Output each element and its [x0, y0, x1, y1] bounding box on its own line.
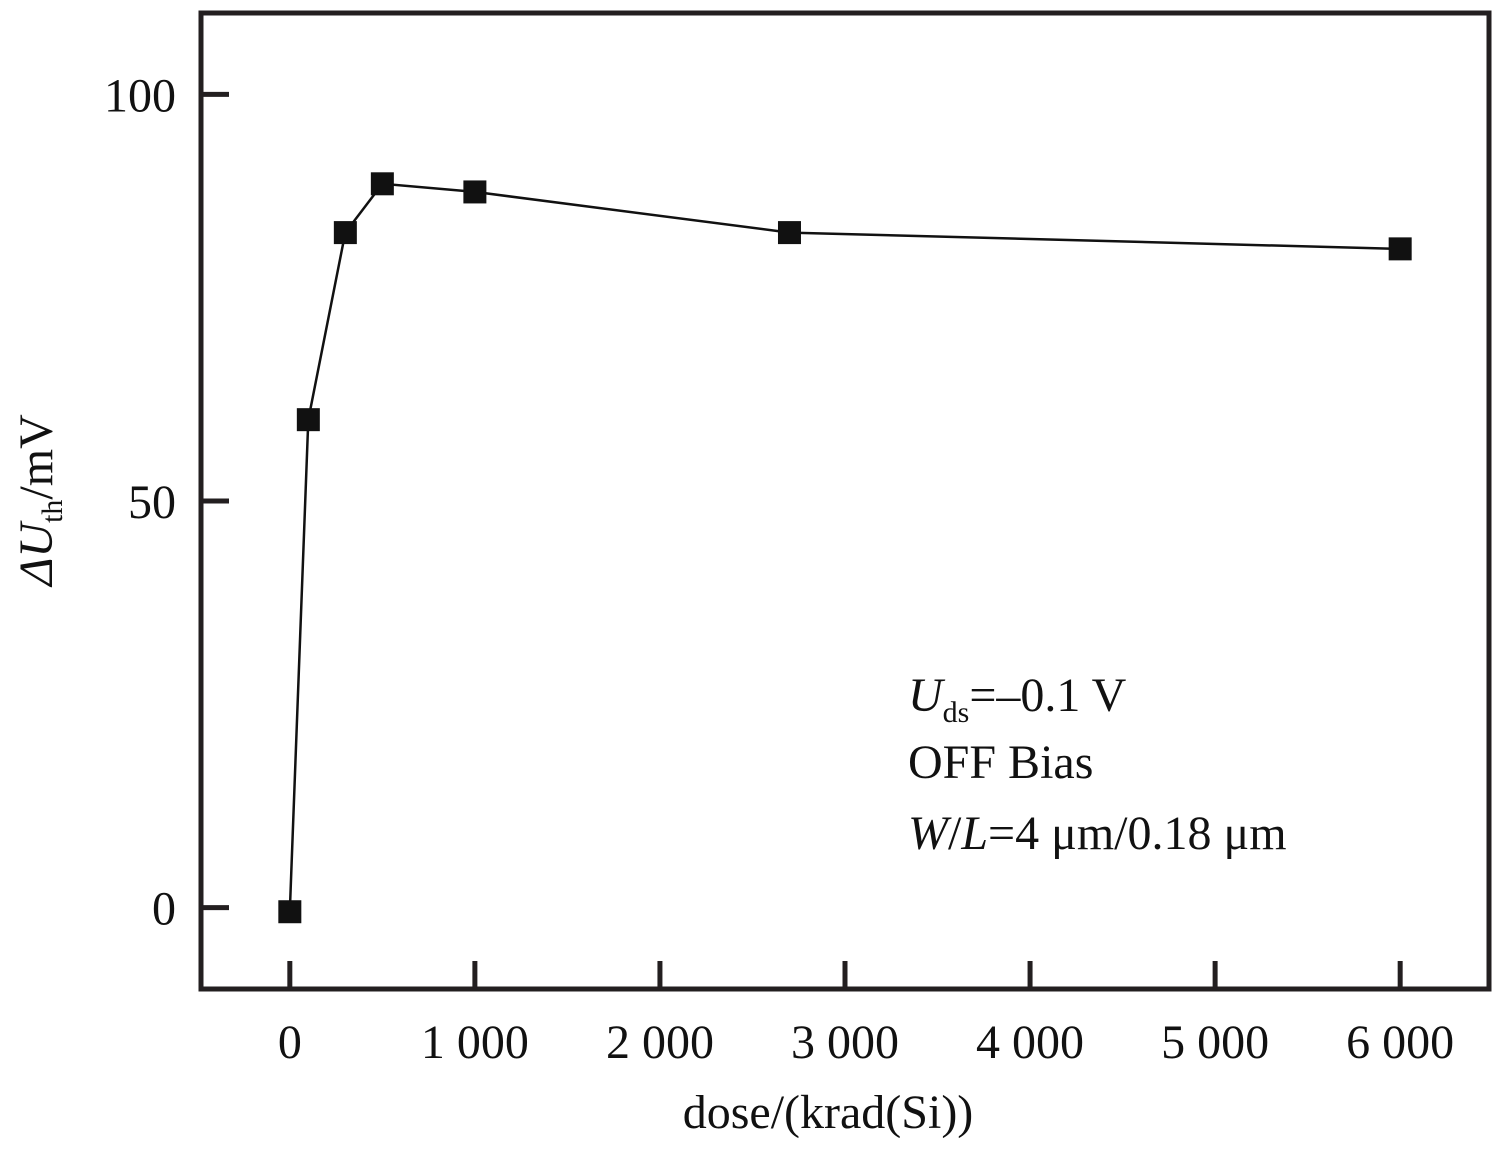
data-point — [296, 408, 320, 432]
annotation-uds-subscript: ds — [943, 696, 970, 729]
plot-frame — [198, 10, 1492, 992]
data-point — [777, 221, 801, 245]
y-tick-label: 0 — [152, 883, 176, 936]
x-tick-label: 5 000 — [1161, 1016, 1269, 1069]
annotation-line-1: Uds=–0.1 V — [908, 669, 1127, 729]
annotation-slash: / — [948, 807, 962, 860]
annotation-line-3: W/L=4 μm/0.18 μm — [908, 807, 1287, 860]
series-group — [278, 172, 1412, 924]
x-tick-label: 6 000 — [1346, 1016, 1454, 1069]
annotation-l-symbol: L — [960, 807, 988, 860]
series-line — [288, 182, 1401, 912]
data-point — [463, 180, 487, 204]
data-point — [333, 221, 357, 245]
data-point — [1388, 237, 1412, 261]
y-tick-label: 50 — [128, 476, 176, 529]
annotation-w-symbol: W — [908, 807, 952, 860]
x-tick-label: 2 000 — [606, 1016, 714, 1069]
y-axis-label-suffix: /mV — [10, 414, 63, 500]
annotation-wl-value: =4 μm/0.18 μm — [988, 807, 1287, 860]
x-axis-ticks: 0 1 000 2 000 3 000 4 000 5 000 6 000 — [278, 961, 1454, 1069]
x-tick-label: 4 000 — [976, 1016, 1084, 1069]
y-axis-label: ΔUth/mV — [10, 414, 69, 588]
x-tick-label: 1 000 — [421, 1016, 529, 1069]
y-tick-label: 100 — [104, 69, 176, 122]
data-point — [370, 172, 394, 196]
annotation-uds-symbol: U — [908, 669, 946, 722]
x-tick-label: 3 000 — [791, 1016, 899, 1069]
data-point — [278, 900, 302, 924]
y-axis-label-subscript: th — [36, 500, 69, 523]
y-axis-label-prefix: ΔU — [10, 520, 63, 588]
annotation-line-2: OFF Bias — [908, 736, 1093, 789]
x-axis-label: dose/(krad(Si)) — [683, 1086, 974, 1139]
annotation-uds-value: =–0.1 V — [969, 669, 1126, 722]
x-tick-label: 0 — [278, 1016, 302, 1069]
y-axis-ticks: 0 50 100 — [104, 69, 229, 936]
